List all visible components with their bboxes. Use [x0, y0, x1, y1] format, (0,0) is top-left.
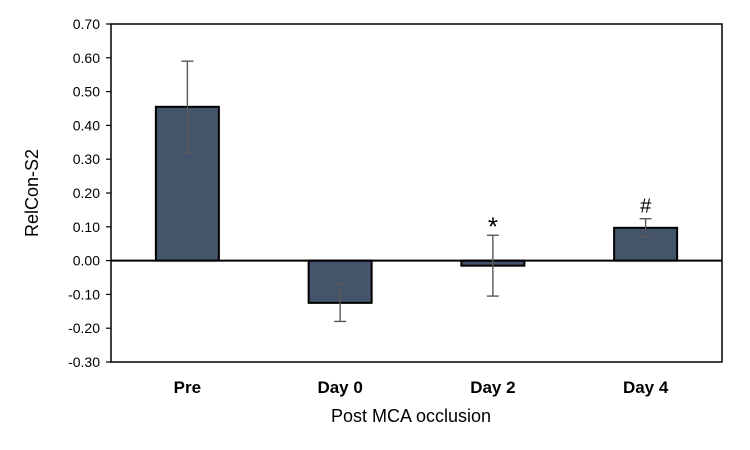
x-axis-title: Post MCA occlusion [331, 406, 491, 426]
y-tick-label: 0.30 [73, 151, 100, 167]
significance-marker: # [640, 196, 652, 218]
y-tick-label: -0.30 [68, 354, 100, 370]
significance-marker: * [488, 211, 498, 241]
x-category-label: Day 2 [470, 378, 515, 397]
y-tick-label: -0.10 [68, 286, 100, 302]
y-tick-label: 0.20 [73, 185, 100, 201]
y-tick-label: 0.40 [73, 117, 100, 133]
x-category-label: Pre [174, 378, 201, 397]
y-tick-label: 0.10 [73, 219, 100, 235]
y-axis-title: RelCon-S2 [22, 149, 42, 237]
x-category-label: Day 0 [317, 378, 362, 397]
x-category-label: Day 4 [623, 378, 669, 397]
bar [613, 226, 679, 262]
y-tick-label: 0.50 [73, 84, 100, 100]
y-tick-label: 0.00 [73, 253, 100, 269]
y-tick-label: 0.70 [73, 16, 100, 32]
y-tick-label: -0.20 [68, 320, 100, 336]
y-tick-label: 0.60 [73, 50, 100, 66]
